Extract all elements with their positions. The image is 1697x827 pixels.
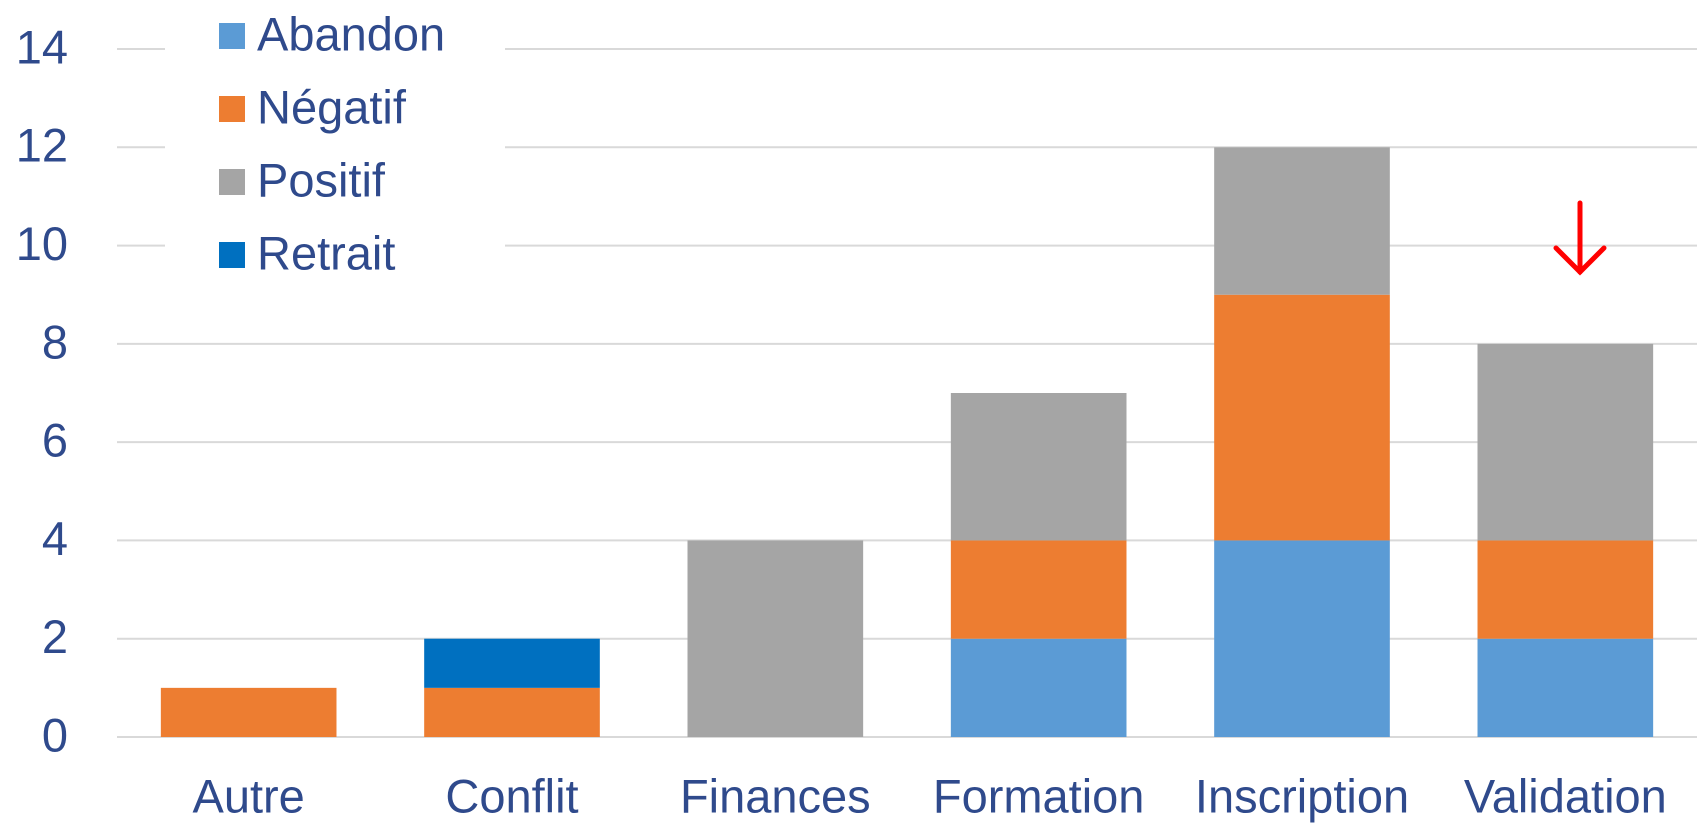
bar-segment bbox=[950, 638, 1127, 737]
y-tick-label: 0 bbox=[42, 708, 68, 761]
bar-segment bbox=[1214, 294, 1390, 541]
bar-segment bbox=[1214, 540, 1390, 737]
x-tick-label: Autre bbox=[192, 769, 304, 822]
labels: 0 2 4 6 8 10 12 14 Autre Conflit Finances Formation… bbox=[16, 20, 1667, 822]
legend: Abandon Négatif Positif Retrait bbox=[165, 0, 505, 290]
legend-swatch bbox=[219, 96, 245, 122]
bar-segment bbox=[950, 393, 1127, 541]
y-tick-label: 14 bbox=[16, 20, 68, 73]
legend-label: Abandon bbox=[257, 7, 445, 60]
x-tick-label: Formation bbox=[933, 769, 1145, 822]
x-tick-label: Inscription bbox=[1195, 769, 1409, 822]
bar-segment bbox=[687, 540, 864, 737]
bar-segment bbox=[950, 540, 1127, 639]
x-tick-label: Finances bbox=[680, 769, 871, 822]
y-tick-label: 12 bbox=[16, 119, 68, 172]
legend-label: Négatif bbox=[257, 80, 407, 133]
y-tick-label: 8 bbox=[42, 315, 68, 368]
legend-label: Retrait bbox=[257, 226, 395, 279]
arrow-head bbox=[1553, 245, 1607, 276]
y-tick-label: 6 bbox=[42, 414, 68, 467]
legend-swatch bbox=[219, 23, 245, 49]
bars bbox=[160, 147, 1654, 737]
x-tick-label: Conflit bbox=[445, 769, 578, 822]
legend-swatch bbox=[219, 242, 245, 268]
y-tick-label: 4 bbox=[42, 512, 68, 565]
bar-segment bbox=[1477, 343, 1654, 541]
bar-segment bbox=[424, 687, 600, 737]
bar-segment bbox=[1477, 540, 1654, 639]
bar-segment bbox=[1477, 638, 1654, 737]
bar-segment bbox=[160, 687, 337, 737]
annotation-arrow bbox=[1553, 200, 1607, 276]
bar-segment bbox=[424, 638, 600, 688]
y-tick-label: 10 bbox=[16, 217, 68, 270]
bar-segment bbox=[1214, 147, 1390, 295]
legend-swatch bbox=[219, 169, 245, 195]
x-tick-label: Validation bbox=[1464, 769, 1667, 822]
legend-label: Positif bbox=[257, 153, 386, 206]
y-tick-label: 2 bbox=[42, 610, 68, 663]
